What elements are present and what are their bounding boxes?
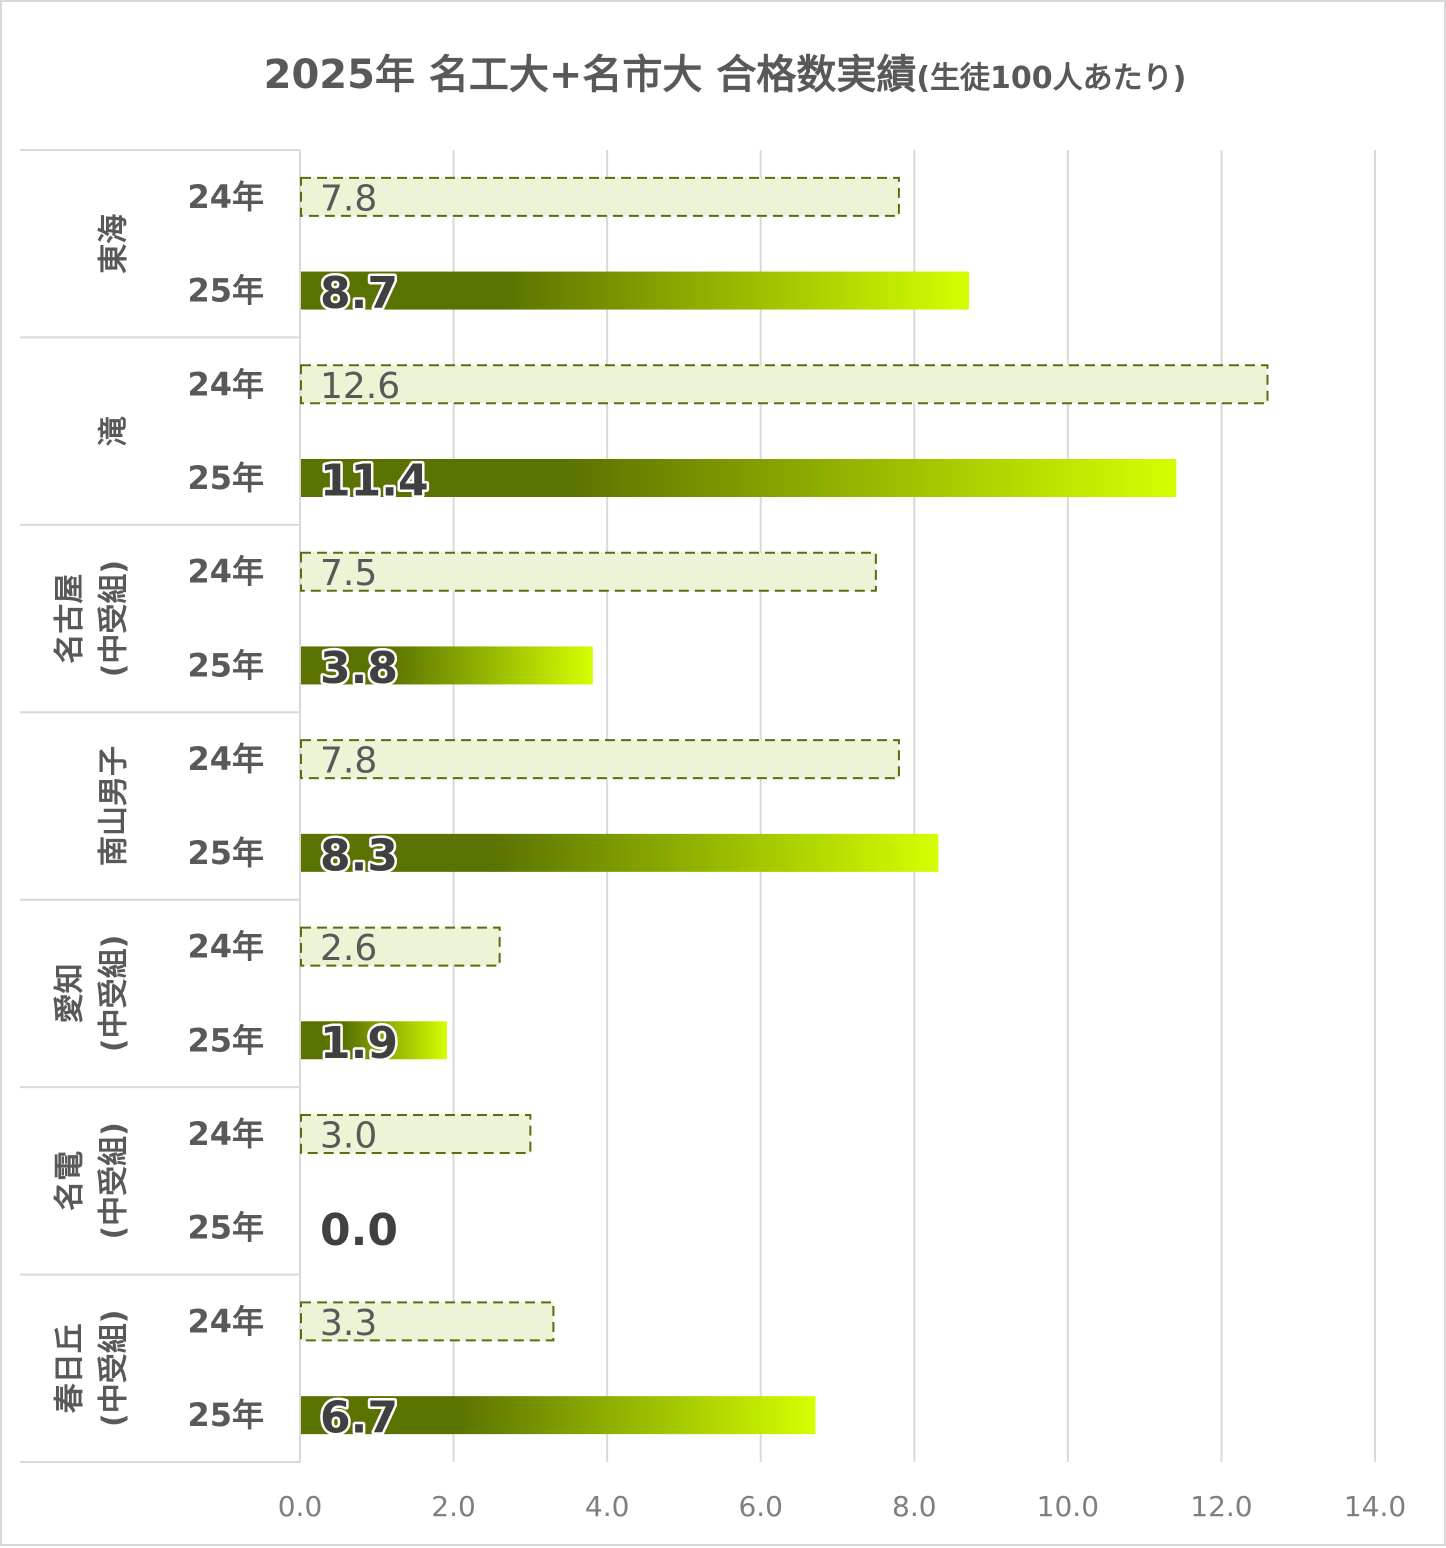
year-label: 25年	[187, 1021, 264, 1059]
chart-subtitle: (生徒100人あたり)	[916, 61, 1187, 96]
group-label: (中受組)	[97, 1310, 132, 1427]
year-label: 24年	[187, 928, 264, 966]
value-label-curr: 3.8	[320, 643, 398, 694]
year-label: 25年	[187, 834, 264, 872]
x-tick-label: 6.0	[738, 1490, 783, 1523]
x-tick-label: 12.0	[1190, 1490, 1252, 1523]
x-tick-label: 4.0	[585, 1490, 630, 1523]
value-label-curr: 0.0	[320, 1205, 398, 1256]
bar-prev-year	[300, 364, 1269, 405]
group-label: 滝	[97, 416, 132, 446]
group-label: 南山男子	[97, 746, 132, 866]
bar-prev-year	[300, 739, 900, 780]
group-label: 名古屋	[53, 574, 88, 664]
bar-prev-year	[300, 1114, 532, 1154]
year-label: 24年	[187, 740, 264, 778]
chart-title-main: 2025年 名工大+名市大 合格数実績	[263, 52, 917, 98]
group-label: 愛知	[53, 963, 88, 1023]
value-label-curr: 11.4	[320, 456, 429, 507]
group-label: 名電	[53, 1151, 88, 1211]
year-label: 25年	[187, 1396, 264, 1434]
value-label-prev: 7.8	[320, 178, 377, 219]
group-label: (中受組)	[97, 935, 132, 1052]
value-label-prev: 3.0	[320, 1116, 377, 1157]
bar-curr-year	[301, 646, 593, 685]
value-label-prev: 12.6	[320, 366, 400, 407]
value-label-prev: 7.8	[320, 741, 377, 782]
x-tick-label: 10.0	[1037, 1490, 1099, 1523]
year-label: 24年	[187, 1302, 264, 1340]
value-label-prev: 7.5	[320, 553, 377, 594]
x-tick-label: 2.0	[431, 1490, 476, 1523]
year-label: 25年	[187, 646, 264, 684]
bar-curr-year	[301, 1396, 816, 1435]
year-label: 25年	[187, 1209, 264, 1247]
year-label: 24年	[187, 365, 264, 403]
value-label-prev: 2.6	[320, 928, 377, 969]
bar-curr-year	[301, 1021, 447, 1060]
x-tick-label: 8.0	[892, 1490, 937, 1523]
x-tick-label: 14.0	[1344, 1490, 1406, 1523]
value-label-curr: 6.7	[320, 1393, 398, 1444]
bar-curr-year	[301, 833, 939, 872]
bar-curr-year	[301, 271, 970, 310]
year-label: 25年	[187, 459, 264, 497]
chart-title: 2025年 名工大+名市大 合格数実績(生徒100人あたり)	[2, 42, 1446, 100]
value-label-curr: 8.3	[320, 830, 398, 881]
bar-prev-year	[300, 1301, 555, 1342]
value-label-prev: 3.3	[320, 1303, 377, 1344]
x-tick-label: 0.0	[278, 1490, 323, 1523]
bar-prev-year	[300, 926, 501, 967]
group-label: (中受組)	[97, 1122, 132, 1239]
bar-curr-year	[301, 459, 1177, 497]
bar-prev-year	[300, 176, 900, 217]
value-label-curr: 8.7	[320, 268, 398, 319]
year-label: 25年	[187, 272, 264, 310]
value-label-curr: 1.9	[320, 1018, 398, 1069]
bar-prev-year	[300, 551, 877, 592]
year-label: 24年	[187, 1115, 264, 1153]
group-label: 春日丘	[53, 1323, 88, 1413]
group-label: (中受組)	[97, 560, 132, 677]
year-label: 24年	[187, 553, 264, 591]
year-label: 24年	[187, 178, 264, 216]
group-label: 東海	[97, 214, 132, 274]
